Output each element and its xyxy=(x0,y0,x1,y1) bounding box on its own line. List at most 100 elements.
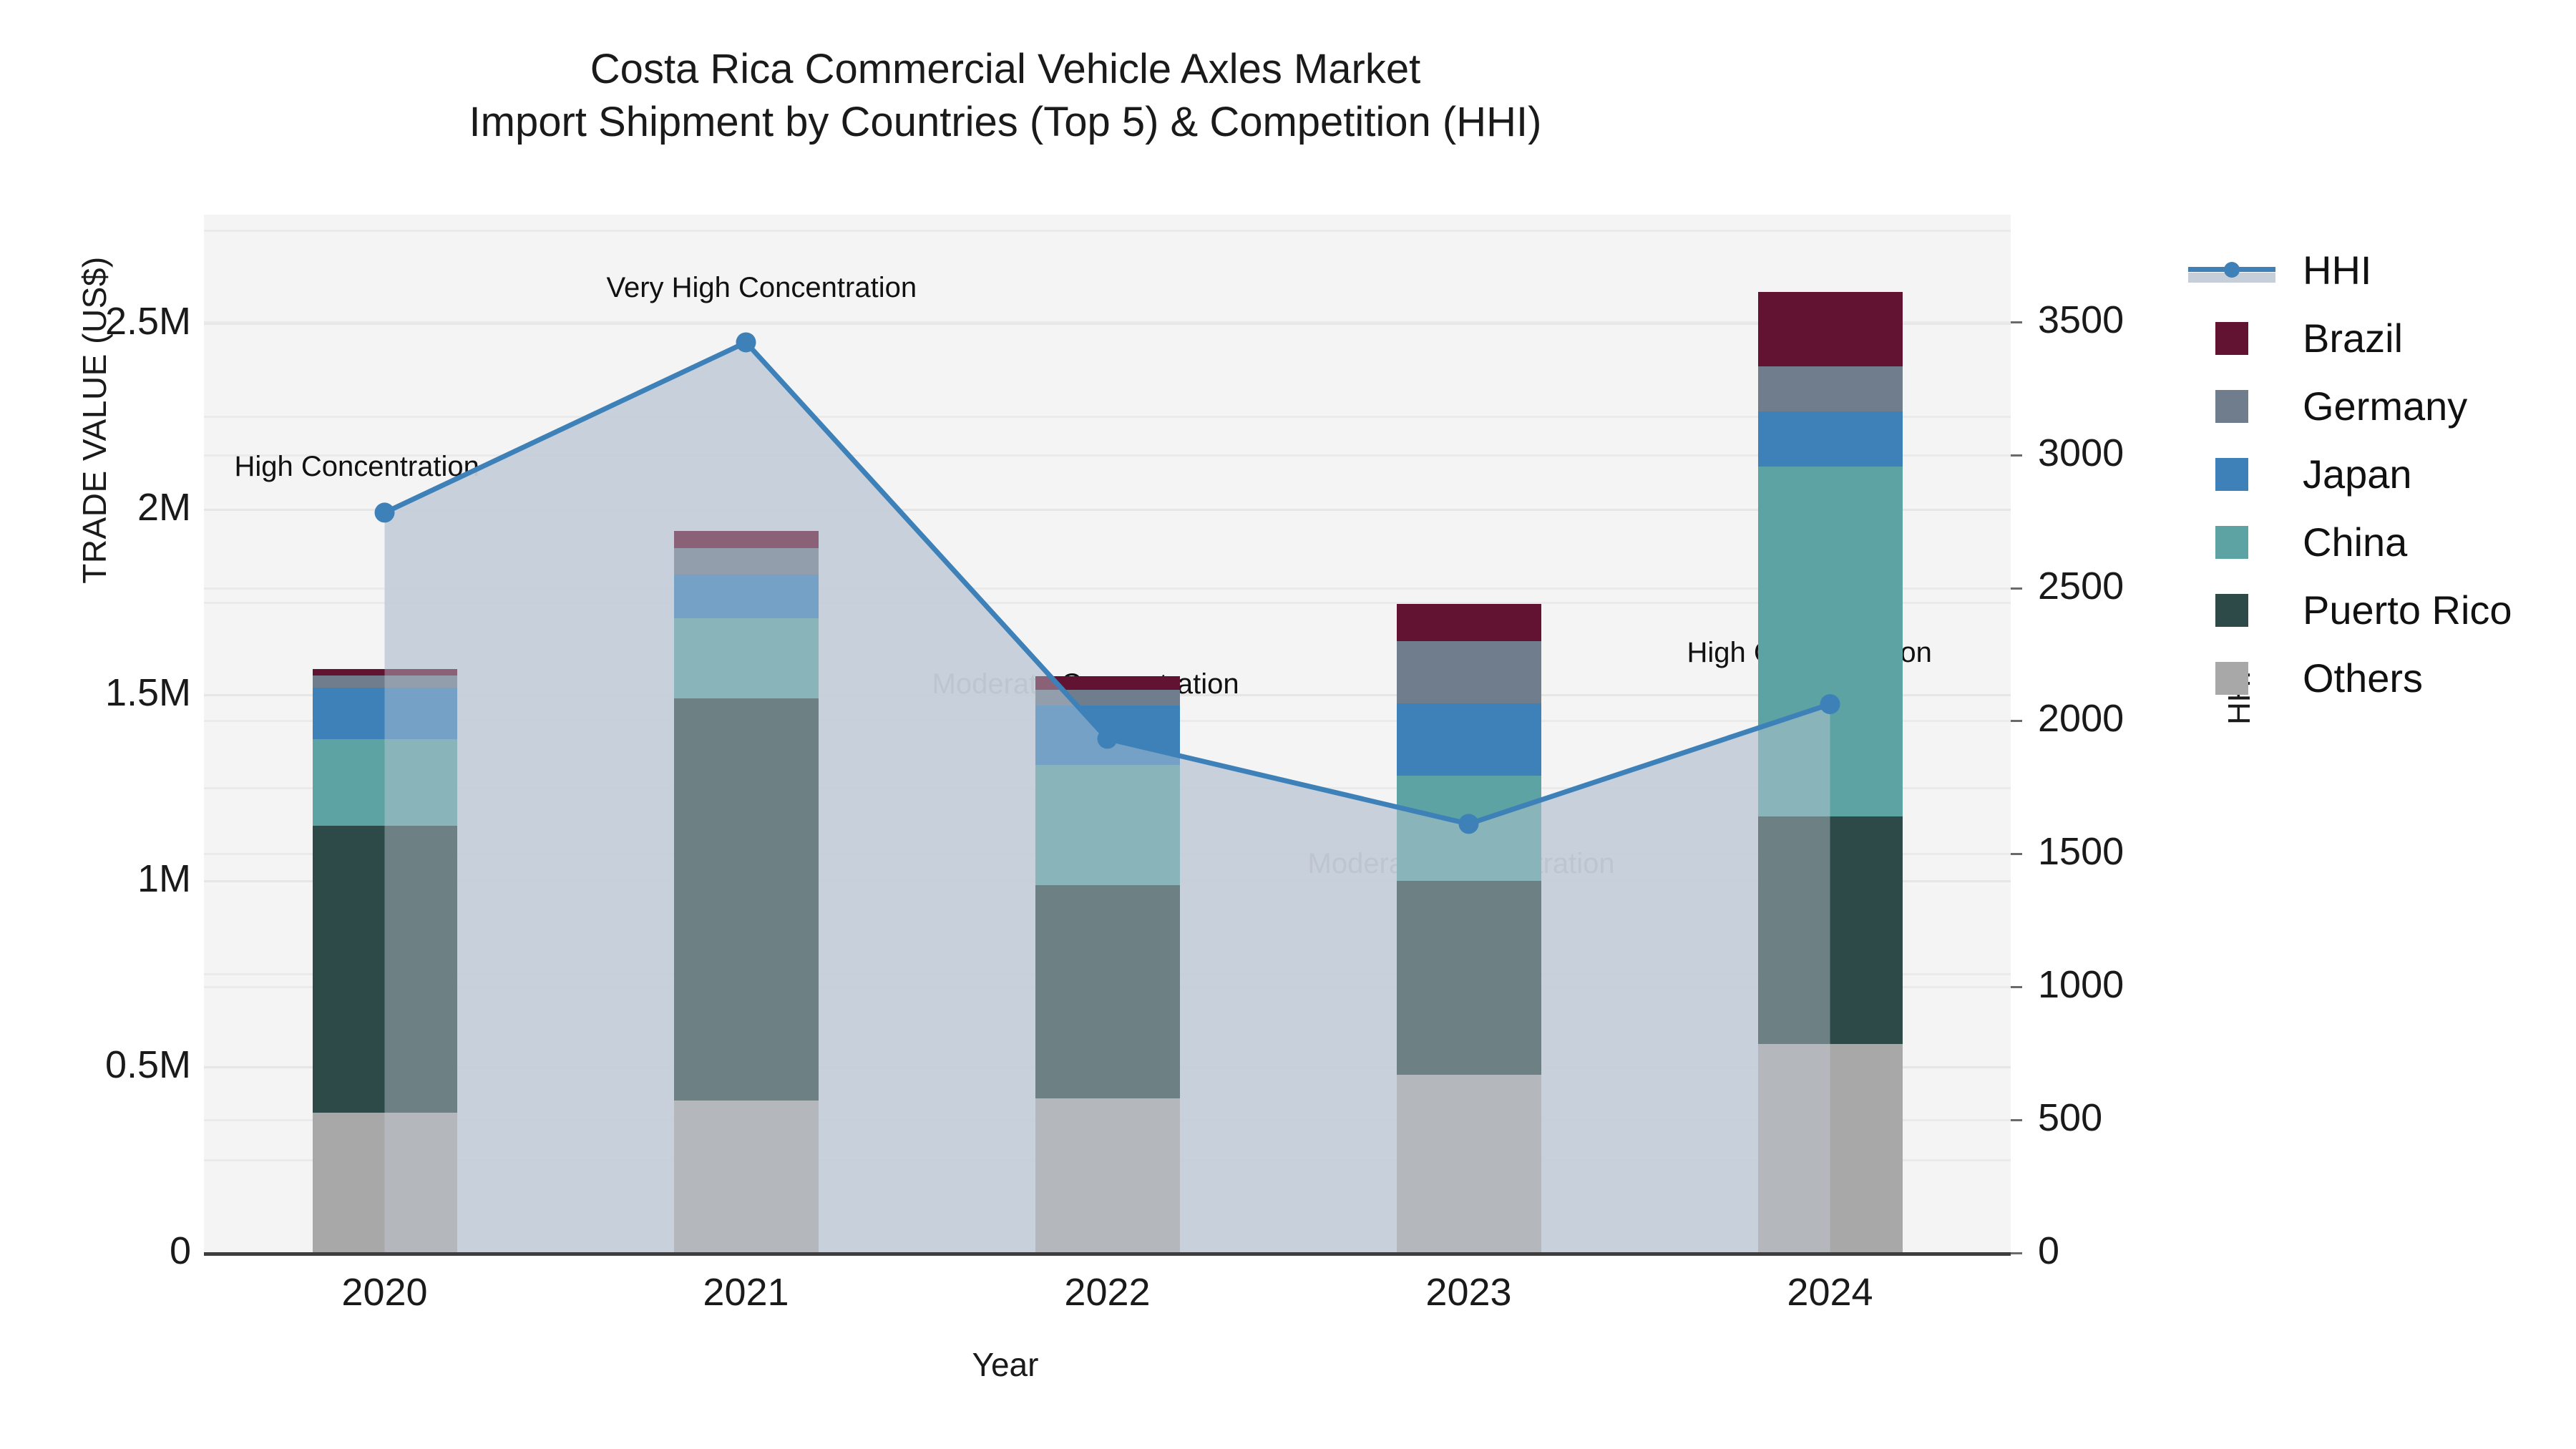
bar-group-2020[interactable] xyxy=(312,0,457,1252)
bar-segment-japan[interactable] xyxy=(312,688,457,739)
bar-group-2021[interactable] xyxy=(673,0,819,1252)
bar-segment-others[interactable] xyxy=(1396,1075,1541,1252)
y-left-tick-label: 1.5M xyxy=(104,671,191,715)
x-axis-title: Year xyxy=(972,1346,1039,1383)
legend-swatch-wrap xyxy=(2188,525,2275,559)
y-right-tick-mark xyxy=(2011,1119,2022,1122)
y-right-tick-label: 500 xyxy=(2038,1096,2103,1140)
bar-segment-others[interactable] xyxy=(1757,1043,1903,1252)
y-left-tick-label: 0.5M xyxy=(104,1043,191,1087)
x-tick-label-2023: 2023 xyxy=(1425,1271,1512,1314)
legend-item-china[interactable]: China xyxy=(2188,508,2567,576)
bar-segment-china[interactable] xyxy=(1757,467,1903,816)
bar-group-2022[interactable] xyxy=(1035,0,1180,1252)
bar-segment-brazil[interactable] xyxy=(1396,603,1541,641)
hhi-legend-line-icon xyxy=(2188,254,2275,287)
y-right-tick-label: 2000 xyxy=(2038,697,2124,741)
legend-item-label: Germany xyxy=(2303,384,2468,429)
legend-swatch-wrap xyxy=(2188,389,2275,423)
bar-segment-china[interactable] xyxy=(1035,765,1180,885)
bar-segment-puerto-rico[interactable] xyxy=(1035,884,1180,1099)
legend-item-brazil[interactable]: Brazil xyxy=(2188,304,2567,372)
bar-segment-japan[interactable] xyxy=(1396,703,1541,776)
legend-swatch-wrap xyxy=(2188,661,2275,695)
bar-segment-others[interactable] xyxy=(673,1100,819,1252)
legend-color-swatch-icon xyxy=(2215,525,2248,559)
y-left-tick-label: 2.5M xyxy=(104,299,191,343)
y-axis-left-title: TRADE VALUE (US$) xyxy=(76,256,113,584)
legend-item-label: Puerto Rico xyxy=(2303,587,2512,633)
y-right-tick-label: 1000 xyxy=(2038,963,2124,1007)
bar-segment-china[interactable] xyxy=(312,738,457,826)
legend-color-swatch-icon xyxy=(2215,389,2248,423)
y-right-tick-label: 1500 xyxy=(2038,830,2124,874)
annotation-2021: Very High Concentration xyxy=(606,272,917,304)
legend-item-japan[interactable]: Japan xyxy=(2188,440,2567,508)
y-left-tick-label: 0 xyxy=(169,1229,191,1272)
bar-segment-puerto-rico[interactable] xyxy=(1757,816,1903,1044)
bar-segment-brazil[interactable] xyxy=(312,668,457,675)
y-right-tick-mark xyxy=(2011,853,2022,856)
legend-color-swatch-icon xyxy=(2215,457,2248,491)
x-tick-label-2020: 2020 xyxy=(341,1271,428,1314)
gridline xyxy=(204,229,2011,232)
bar-segment-germany[interactable] xyxy=(312,675,457,688)
bar-segment-japan[interactable] xyxy=(673,574,819,618)
legend-swatch-wrap xyxy=(2188,457,2275,491)
x-axis-line xyxy=(204,1252,2011,1256)
legend-item-label: Others xyxy=(2303,655,2424,701)
bar-segment-japan[interactable] xyxy=(1035,706,1180,766)
y-right-tick-mark xyxy=(2011,1252,2022,1254)
legend-item-label: Brazil xyxy=(2303,316,2404,361)
x-tick-label-2022: 2022 xyxy=(1064,1271,1151,1314)
bar-segment-puerto-rico[interactable] xyxy=(312,825,457,1113)
legend-color-swatch-icon xyxy=(2215,661,2248,695)
title-line-1: Costa Rica Commercial Vehicle Axles Mark… xyxy=(590,46,1421,92)
bar-segment-puerto-rico[interactable] xyxy=(1396,880,1541,1075)
x-tick-label-2021: 2021 xyxy=(703,1271,789,1314)
gridline xyxy=(204,322,2011,325)
bar-segment-china[interactable] xyxy=(1396,775,1541,881)
bar-group-2024[interactable] xyxy=(1757,0,1903,1252)
legend-item-others[interactable]: Others xyxy=(2188,644,2567,712)
bar-segment-others[interactable] xyxy=(1035,1098,1180,1252)
chart-title: Costa Rica Commercial Vehicle Axles Mark… xyxy=(0,43,2011,149)
legend-item-label: HHI xyxy=(2303,248,2372,293)
bar-segment-brazil[interactable] xyxy=(673,530,819,549)
legend-swatch-wrap xyxy=(2188,321,2275,355)
bar-segment-others[interactable] xyxy=(312,1113,457,1252)
y-right-tick-mark xyxy=(2011,587,2022,590)
y-right-tick-mark xyxy=(2011,321,2022,323)
legend-item-label: China xyxy=(2303,519,2408,565)
y-right-tick-label: 2500 xyxy=(2038,564,2124,608)
legend-swatch-wrap xyxy=(2188,593,2275,627)
bar-segment-germany[interactable] xyxy=(673,548,819,575)
legend-color-swatch-icon xyxy=(2215,593,2248,627)
bar-segment-germany[interactable] xyxy=(1396,640,1541,703)
bar-segment-china[interactable] xyxy=(673,618,819,698)
y-right-tick-label: 3000 xyxy=(2038,431,2124,474)
y-right-tick-mark xyxy=(2011,720,2022,723)
bar-segment-brazil[interactable] xyxy=(1757,292,1903,367)
y-left-tick-label: 2M xyxy=(137,485,191,529)
y-left-tick-label: 1M xyxy=(137,857,191,901)
bar-group-2023[interactable] xyxy=(1396,0,1541,1252)
bar-segment-brazil[interactable] xyxy=(1035,676,1180,691)
y-right-tick-mark xyxy=(2011,986,2022,989)
chart-legend: HHI Brazil Germany Japan China Puerto Rico Oth… xyxy=(2188,236,2567,712)
x-tick-label-2024: 2024 xyxy=(1787,1271,1873,1314)
bar-segment-germany[interactable] xyxy=(1035,690,1180,706)
title-line-2: Import Shipment by Countries (Top 5) & C… xyxy=(469,99,1542,146)
legend-item-label: Japan xyxy=(2303,452,2412,497)
legend-color-swatch-icon xyxy=(2215,321,2248,355)
y-right-tick-label: 3500 xyxy=(2038,298,2124,341)
bar-segment-puerto-rico[interactable] xyxy=(673,698,819,1101)
bar-segment-japan[interactable] xyxy=(1757,411,1903,467)
gridline-right xyxy=(204,321,2011,323)
legend-item-puerto-rico[interactable]: Puerto Rico xyxy=(2188,576,2567,644)
legend-item-germany[interactable]: Germany xyxy=(2188,372,2567,440)
legend-item-hhi[interactable]: HHI xyxy=(2188,236,2567,304)
y-right-tick-label: 0 xyxy=(2038,1229,2060,1272)
bar-segment-germany[interactable] xyxy=(1757,366,1903,412)
